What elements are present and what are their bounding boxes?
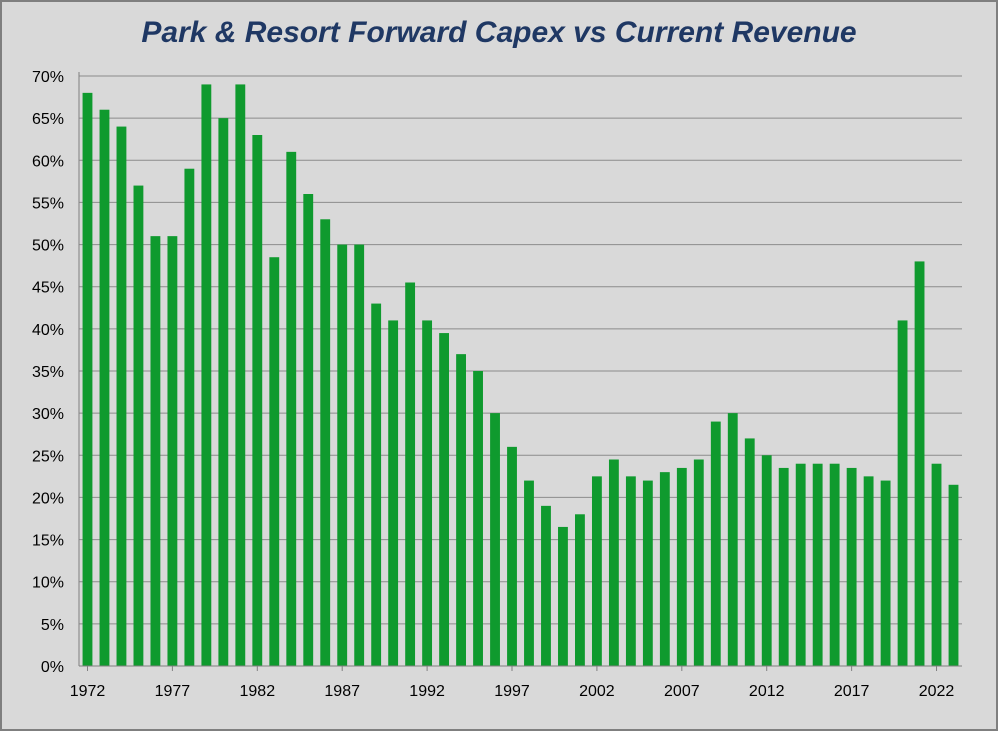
bar: [795, 463, 806, 666]
bar: [914, 261, 925, 666]
bar: [812, 463, 823, 666]
bar: [456, 354, 466, 666]
x-tick-label: 2022: [919, 683, 955, 700]
bar: [744, 438, 755, 666]
bar: [507, 446, 517, 666]
bar: [710, 421, 721, 666]
bar: [931, 463, 942, 666]
x-tick-label: 1982: [240, 683, 276, 700]
bar: [371, 303, 382, 666]
bar: [642, 480, 653, 666]
bar: [761, 455, 772, 666]
y-tick-label: 35%: [32, 364, 64, 381]
bar: [167, 236, 178, 666]
y-tick-label: 60%: [32, 153, 64, 170]
bar: [269, 257, 280, 666]
bar: [201, 84, 212, 666]
bar: [337, 244, 348, 667]
y-tick-label: 10%: [32, 575, 64, 592]
bar: [693, 459, 704, 666]
bar: [524, 480, 534, 666]
y-tick-label: 50%: [32, 238, 64, 255]
bar: [133, 185, 144, 667]
bar: [82, 92, 93, 667]
y-tick-label: 5%: [41, 617, 64, 634]
bar: [490, 413, 500, 666]
bar: [422, 320, 433, 666]
bar: [948, 484, 959, 666]
bar: [235, 84, 246, 666]
y-tick-label: 25%: [32, 448, 64, 465]
bar: [218, 118, 229, 666]
bar: [727, 413, 738, 666]
bar: [320, 219, 331, 667]
y-tick-label: 30%: [32, 406, 64, 423]
bar: [558, 526, 568, 666]
bar: [286, 151, 297, 666]
bar: [829, 463, 840, 666]
y-tick-label: 70%: [32, 69, 64, 86]
y-tick-label: 20%: [32, 490, 64, 507]
y-tick-label: 15%: [32, 533, 64, 550]
x-tick-label: 1997: [494, 683, 530, 700]
bar: [676, 467, 687, 666]
y-tick-label: 65%: [32, 111, 64, 128]
bar: [591, 476, 602, 666]
x-tick-label: 2012: [749, 683, 785, 700]
y-tick-label: 0%: [41, 659, 64, 676]
bar: [659, 472, 670, 666]
bar: [473, 371, 483, 666]
y-tick-label: 55%: [32, 195, 64, 212]
x-tick-label: 2002: [579, 683, 615, 700]
bar: [541, 505, 551, 666]
bar: [575, 514, 585, 666]
x-tick-label: 1992: [409, 683, 445, 700]
bar: [99, 109, 110, 666]
x-tick-label: 1972: [70, 683, 106, 700]
bar: [778, 467, 789, 666]
bar: [897, 320, 908, 666]
bar: [116, 126, 127, 667]
chart-title: Park & Resort Forward Capex vs Current R…: [141, 16, 857, 49]
bar: [880, 480, 891, 666]
bar: [252, 135, 263, 666]
bar: [150, 236, 161, 666]
bar: [354, 244, 365, 667]
bar: [184, 168, 195, 666]
bar: [303, 194, 314, 666]
x-tick-label: 2007: [664, 683, 700, 700]
bar: [405, 282, 416, 666]
bar: [388, 320, 399, 666]
y-tick-label: 45%: [32, 280, 64, 297]
x-tick-label: 2017: [834, 683, 870, 700]
bar: [846, 467, 857, 666]
x-tick-label: 1987: [324, 683, 360, 700]
bar: [608, 459, 619, 666]
bar: [625, 476, 636, 666]
bar: [439, 333, 450, 666]
bar: [863, 476, 874, 666]
x-tick-label: 1977: [155, 683, 191, 700]
y-tick-label: 40%: [32, 322, 64, 339]
